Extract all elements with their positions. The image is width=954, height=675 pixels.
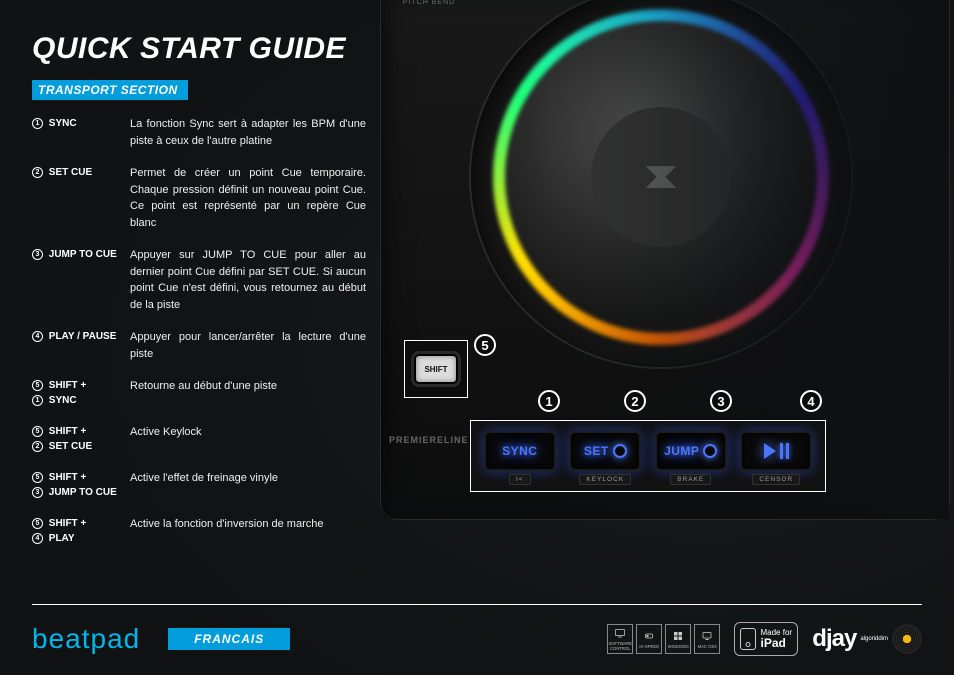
table-row: 4 PLAY / PAUSEAppuyer pour lancer/arrête…	[32, 329, 366, 362]
table-row: 3 JUMP TO CUEAppuyer sur JUMP TO CUE pou…	[32, 247, 366, 313]
table-row: 1 SYNCLa fonction Sync sert à adapter le…	[32, 116, 366, 149]
compat-grid: SOFTWARE CONTROLHI-SPEEDWINDOWSMAC OSX	[607, 624, 720, 654]
row-desc: Retourne au début d'une piste	[130, 378, 366, 408]
footer: beatpad FRANCAIS SOFTWARE CONTROLHI-SPEE…	[32, 622, 922, 656]
table-row: 5 SHIFT +2 SET CUEActive Keylock	[32, 424, 366, 454]
callout-marker: 1	[538, 390, 560, 412]
compat-cell: HI-SPEED	[636, 624, 662, 654]
jog-wheel[interactable]	[471, 0, 851, 367]
footer-rule	[32, 604, 922, 605]
callout-marker: 3	[710, 390, 732, 412]
row-label: 5 SHIFT +2 SET CUE	[32, 424, 130, 454]
row-desc: Active Keylock	[130, 424, 366, 454]
transport-highlight-box: SYNCI<SETKEYLOCKJUMPBRAKE CENSOR	[470, 420, 826, 492]
transport-button[interactable]: CENSOR	[737, 431, 815, 485]
row-label: 2 SET CUE	[32, 165, 130, 231]
shift-button[interactable]: SHIFT	[414, 354, 458, 384]
table-row: 5 SHIFT +4 PLAYActive la fonction d'inve…	[32, 516, 366, 546]
table-row: 5 SHIFT +1 SYNCRetourne au début d'une p…	[32, 378, 366, 408]
row-desc: Active la fonction d'inversion de marche	[130, 516, 366, 546]
transport-sublabel: I<	[509, 474, 531, 485]
transport-sublabel: CENSOR	[752, 474, 800, 485]
callout-marker: 4	[800, 390, 822, 412]
row-label: 3 JUMP TO CUE	[32, 247, 130, 313]
transport-button[interactable]: SETKEYLOCK	[566, 431, 644, 485]
shift-highlight-box: SHIFT	[404, 340, 468, 398]
transport-table: 1 SYNCLa fonction Sync sert à adapter le…	[32, 116, 366, 562]
row-desc: La fonction Sync sert à adapter les BPM …	[130, 116, 366, 149]
made-for-ipad-badge: Made for iPad	[734, 622, 798, 656]
row-label: 5 SHIFT +4 PLAY	[32, 516, 130, 546]
djay-text: djay	[812, 625, 856, 653]
section-banner: TRANSPORT SECTION	[32, 80, 188, 100]
pitch-bend-label: PITCH BEND	[403, 0, 455, 6]
vinyl-icon	[892, 624, 922, 654]
transport-sublabel: KEYLOCK	[579, 474, 631, 485]
jog-logo-icon	[591, 107, 731, 247]
row-label: 5 SHIFT +1 SYNC	[32, 378, 130, 408]
page-title: QUICK START GUIDE	[32, 32, 346, 66]
ipad-line2: iPad	[760, 637, 792, 649]
transport-sublabel: BRAKE	[670, 474, 711, 485]
table-row: 5 SHIFT +3 JUMP TO CUEActive l'effet de …	[32, 470, 366, 500]
row-label: 4 PLAY / PAUSE	[32, 329, 130, 362]
pitch-bend-block: − + PITCH BEND	[399, 0, 459, 6]
row-desc: Appuyer pour lancer/arrêter la lecture d…	[130, 329, 366, 362]
row-desc: Active l'effet de freinage vinyle	[130, 470, 366, 500]
djay-logo: djay algoriddim	[812, 624, 922, 654]
ipad-icon	[740, 628, 756, 650]
callout-marker: 2	[624, 390, 646, 412]
transport-button[interactable]: JUMPBRAKE	[652, 431, 730, 485]
brand-logo: beatpad	[32, 623, 140, 655]
compat-cell: SOFTWARE CONTROL	[607, 624, 633, 654]
djay-sub: algoriddim	[860, 636, 888, 642]
callout-marker: 5	[474, 334, 496, 356]
row-label: 1 SYNC	[32, 116, 130, 149]
premiere-line-label: PREMIERELINE	[389, 435, 469, 445]
language-badge: FRANCAIS	[168, 628, 290, 650]
row-label: 5 SHIFT +3 JUMP TO CUE	[32, 470, 130, 500]
row-desc: Appuyer sur JUMP TO CUE pour aller au de…	[130, 247, 366, 313]
compat-cell: WINDOWS	[665, 624, 691, 654]
transport-button[interactable]: SYNCI<	[481, 431, 559, 485]
compat-cell: MAC OSX	[694, 624, 720, 654]
table-row: 2 SET CUEPermet de créer un point Cue te…	[32, 165, 366, 231]
row-desc: Permet de créer un point Cue temporaire.…	[130, 165, 366, 231]
